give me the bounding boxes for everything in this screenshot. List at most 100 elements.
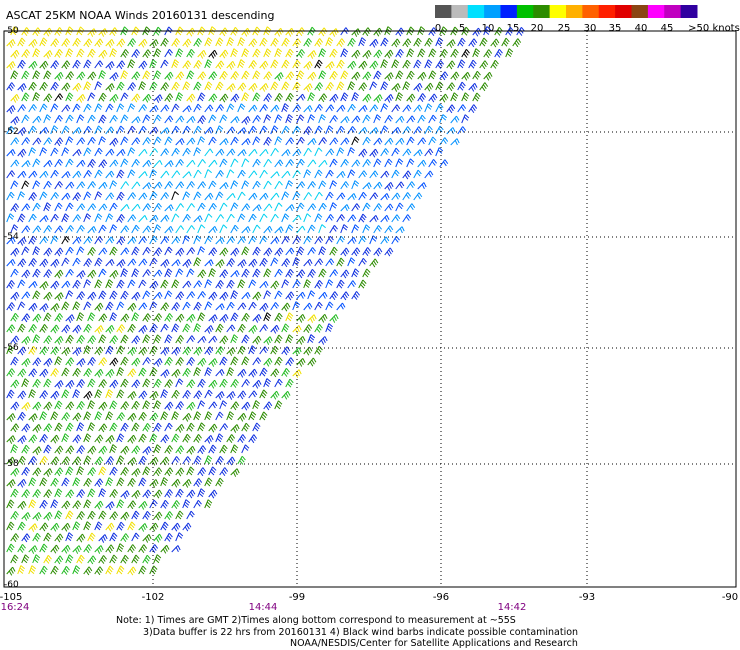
- wind-barb: [193, 455, 202, 465]
- wind-barb: [164, 422, 173, 432]
- wind-barb: [252, 92, 261, 102]
- wind-barb: [490, 59, 499, 69]
- wind-barb: [252, 70, 261, 80]
- wind-barb: [307, 268, 316, 278]
- wind-barb: [28, 60, 38, 70]
- wind-barb: [204, 411, 213, 421]
- wind-barb: [241, 92, 250, 102]
- wind-barb: [182, 367, 191, 377]
- wind-barb: [314, 147, 323, 157]
- wind-barb: [98, 70, 106, 80]
- wind-barb: [340, 116, 350, 124]
- wind-barb: [182, 433, 191, 443]
- wind-barb: [182, 499, 191, 509]
- wind-barb: [61, 235, 70, 245]
- note-line-3: NOAA/NESDIS/Center for Satellite Applica…: [290, 638, 578, 649]
- wind-barb: [435, 81, 444, 91]
- wind-barb: [197, 159, 206, 168]
- wind-barb: [65, 445, 75, 455]
- wind-barb: [369, 148, 379, 158]
- wind-barb: [307, 114, 316, 124]
- wind-barb: [17, 170, 27, 179]
- wind-barb: [175, 423, 185, 433]
- wind-barb: [72, 456, 82, 466]
- wind-barb: [10, 93, 20, 103]
- wind-barb: [83, 455, 92, 465]
- wind-barb: [380, 236, 390, 245]
- wind-barb: [307, 50, 317, 59]
- wind-barb: [369, 81, 378, 91]
- wind-barb: [197, 312, 206, 322]
- wind-barb: [120, 204, 130, 212]
- wind-barb: [39, 126, 49, 135]
- wind-barb: [164, 136, 173, 146]
- wind-barb: [21, 92, 30, 102]
- wind-barb: [21, 49, 31, 58]
- wind-barb: [296, 202, 305, 212]
- wind-barb: [358, 104, 368, 113]
- wind-barb: [186, 247, 196, 256]
- wind-barb: [252, 48, 261, 58]
- wind-barb: [50, 346, 60, 356]
- wind-barb: [17, 411, 26, 421]
- wind-barb: [285, 27, 295, 37]
- wind-barb: [512, 38, 522, 48]
- wind-barb: [197, 224, 206, 234]
- wind-barb: [303, 147, 312, 157]
- wind-barb: [208, 291, 218, 301]
- wind-barb: [230, 468, 240, 477]
- wind-barb: [17, 368, 27, 378]
- wind-barb: [171, 522, 181, 532]
- wind-barb: [76, 181, 86, 190]
- wind-barb: [230, 270, 240, 278]
- wind-barb: [54, 400, 63, 410]
- wind-barb: [204, 346, 214, 356]
- wind-barb: [219, 444, 228, 454]
- wind-barb: [160, 434, 170, 444]
- wind-barb: [28, 125, 37, 135]
- wind-barb: [54, 114, 63, 124]
- wind-barb: [472, 70, 481, 80]
- wind-barb: [182, 280, 192, 289]
- wind-barb: [263, 93, 273, 103]
- wind-barb: [160, 346, 170, 356]
- wind-barb: [160, 127, 170, 135]
- wind-barb: [219, 114, 228, 124]
- wind-barb: [241, 48, 250, 58]
- wind-barb: [461, 48, 470, 58]
- wind-barb: [83, 236, 93, 245]
- wind-barb: [369, 258, 379, 268]
- wind-barb: [94, 103, 103, 113]
- wind-barb: [142, 400, 151, 410]
- wind-barb: [109, 400, 118, 410]
- wind-barb: [413, 104, 423, 113]
- wind-barb: [54, 533, 64, 543]
- wind-barb: [281, 346, 291, 356]
- wind-barb: [32, 246, 41, 256]
- wind-barb: [461, 71, 471, 81]
- wind-barb: [43, 160, 53, 168]
- wind-barb: [193, 390, 203, 400]
- wind-barb: [457, 59, 466, 69]
- wind-barb: [131, 116, 141, 124]
- wind-barb: [50, 324, 60, 334]
- wind-barb: [215, 191, 224, 201]
- lon-label-102: -102: [141, 592, 165, 603]
- wind-barb: [39, 258, 49, 268]
- wind-barb: [380, 37, 389, 47]
- wind-barb: [303, 258, 313, 267]
- wind-barb: [358, 279, 367, 289]
- map-title: ASCAT 25KM NOAA Winds 20160131 descendin…: [6, 9, 275, 22]
- wind-barb: [10, 444, 19, 454]
- wind-barb: [226, 60, 236, 70]
- wind-barb: [395, 115, 405, 124]
- wind-barb: [39, 170, 49, 179]
- wind-barb: [307, 71, 317, 81]
- wind-barb: [160, 279, 169, 289]
- wind-barb: [237, 259, 247, 268]
- wind-barb: [120, 378, 129, 388]
- wind-barb: [153, 489, 163, 499]
- wind-barb: [193, 103, 202, 113]
- wind-barb: [17, 258, 27, 268]
- wind-barb: [83, 323, 92, 333]
